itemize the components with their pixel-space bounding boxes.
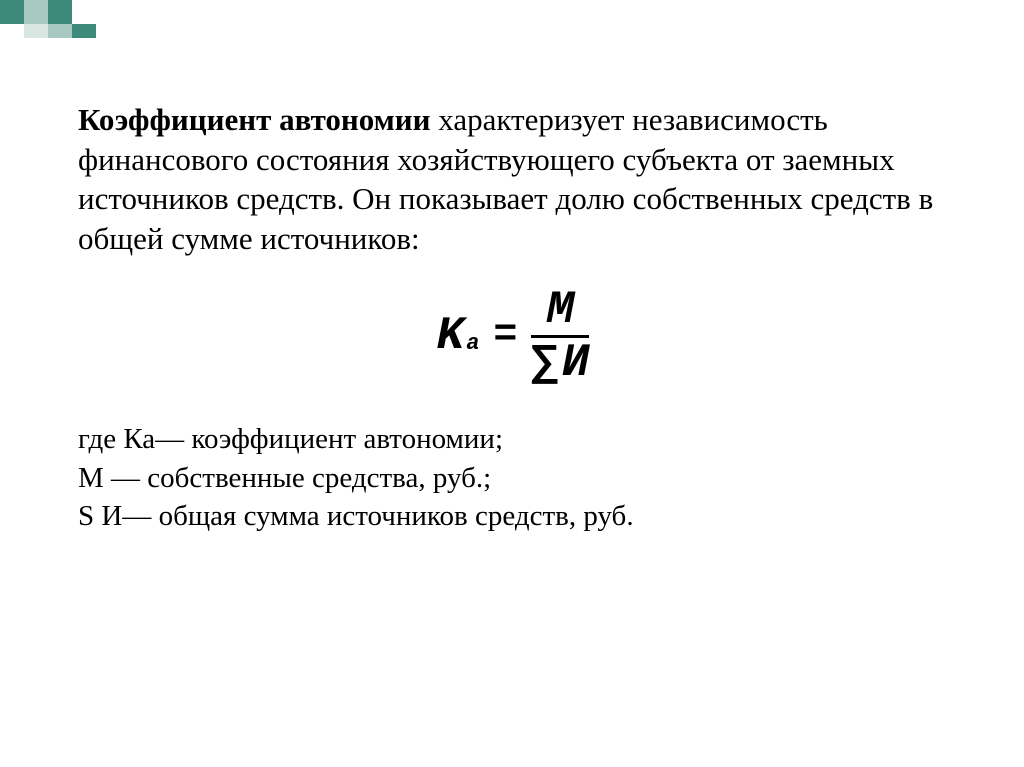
legend: где Ка— коэффициент автономии; М — собст… — [78, 420, 948, 537]
legend-line-1: где Ка— коэффициент автономии; — [78, 420, 948, 459]
term: Коэффициент автономии — [78, 102, 431, 137]
numerator: М — [541, 287, 581, 335]
formula: K а = М ∑ И — [437, 287, 590, 386]
deco-square — [48, 0, 72, 24]
deco-square — [0, 0, 24, 24]
equals-sign: = — [493, 316, 517, 356]
slide-content: Коэффициент автономии характеризует неза… — [78, 100, 948, 536]
formula-lhs-letter: K — [437, 313, 465, 359]
legend-line-3: S И— общая сумма источников средств, руб… — [78, 497, 948, 536]
formula-container: K а = М ∑ И — [78, 287, 948, 386]
deco-square — [48, 24, 72, 38]
legend-line-2: М — собственные средства, руб.; — [78, 459, 948, 498]
deco-square — [72, 24, 96, 38]
sigma-icon: ∑ — [531, 341, 557, 385]
deco-square — [24, 24, 48, 38]
deco-square — [24, 0, 48, 24]
fraction: М ∑ И — [531, 287, 589, 386]
denominator: ∑ И — [531, 338, 589, 386]
definition-paragraph: Коэффициент автономии характеризует неза… — [78, 100, 948, 259]
formula-lhs-subscript: а — [466, 333, 479, 359]
formula-lhs: K а — [437, 313, 480, 359]
denominator-letter: И — [562, 340, 590, 386]
corner-decoration — [0, 0, 120, 40]
